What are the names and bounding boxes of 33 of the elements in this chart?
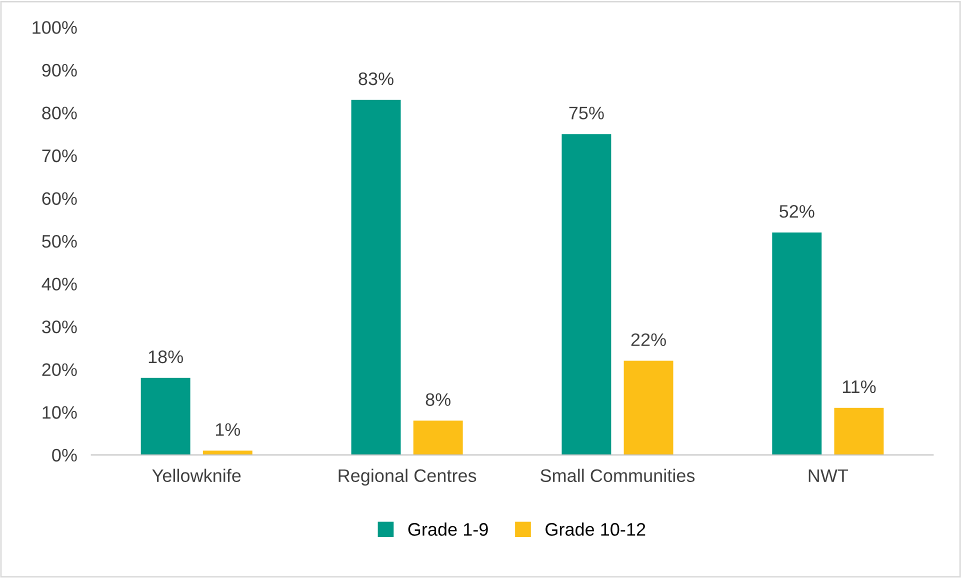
x-tick-label: Regional Centres [338,468,476,486]
x-tick-label: Yellowknife [152,468,241,482]
y-tick-label: 90% [42,64,77,77]
data-label: 83% [358,72,394,86]
x-tick-label: Small Communities [540,468,695,482]
bar [202,450,252,455]
y-tick-label: 40% [42,278,77,291]
bar [772,232,822,455]
data-label: 18% [148,350,183,364]
data-label: 8% [426,393,450,406]
data-label: 11% [842,380,876,394]
data-label: 22% [631,333,666,346]
y-tick-label: 80% [42,106,77,120]
data-label: 1% [216,423,240,436]
x-tick-label: NWT [808,469,848,482]
legend-label: Grade 1-9 [408,522,488,536]
y-tick-label: 100% [32,21,77,34]
bar [140,378,190,455]
y-tick-label: 30% [42,320,77,334]
y-tick-label: 0% [52,448,77,462]
bar [624,360,674,455]
y-tick-label: 60% [42,192,77,205]
bar [834,408,884,455]
y-tick-label: 20% [42,363,77,376]
bar [562,134,612,455]
data-label: 75% [569,106,604,120]
bar [413,420,463,455]
data-label: 52% [780,205,814,218]
legend-label: Grade 10-12 [546,522,646,536]
y-tick-label: 70% [42,149,77,162]
y-tick-label: 50% [42,234,77,248]
bar [351,100,401,455]
y-tick-label: 10% [42,406,77,419]
